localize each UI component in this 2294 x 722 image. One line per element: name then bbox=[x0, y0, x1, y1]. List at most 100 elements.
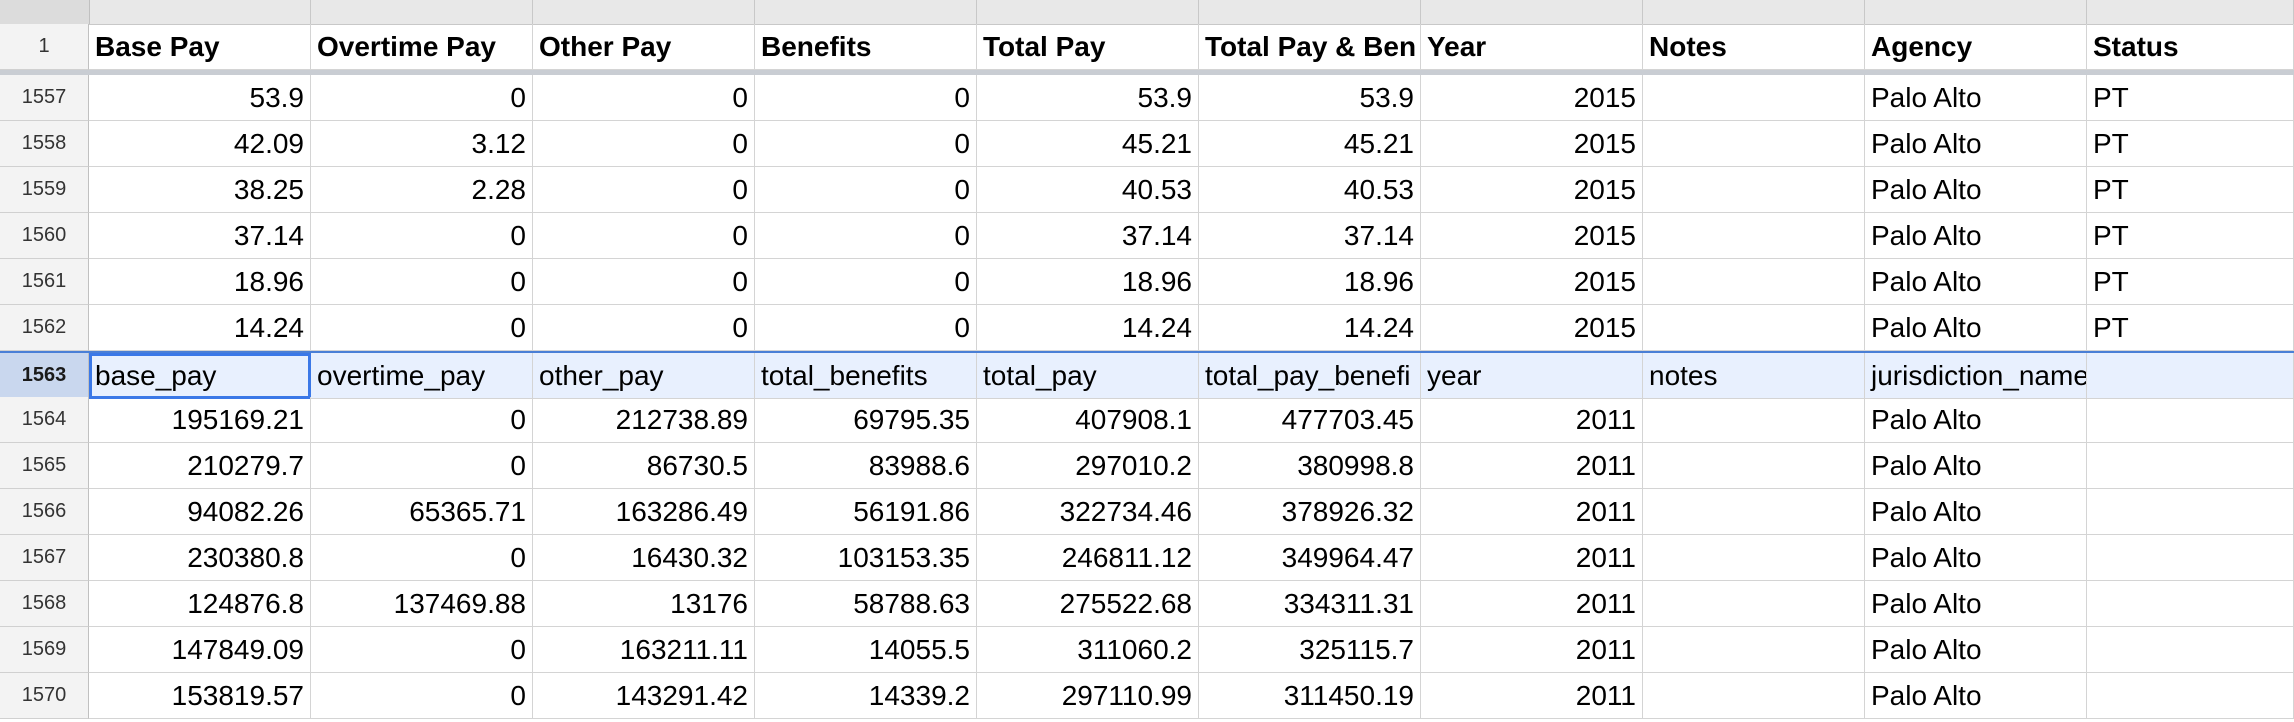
table-cell[interactable]: 0 bbox=[533, 167, 755, 213]
table-cell[interactable]: PT bbox=[2087, 213, 2294, 259]
row-number[interactable]: 1560 bbox=[0, 213, 89, 259]
table-row[interactable]: 1566 94082.26 65365.71 163286.49 56191.86 322… bbox=[0, 489, 2294, 535]
table-cell[interactable]: 2015 bbox=[1421, 305, 1643, 351]
table-cell[interactable]: 0 bbox=[311, 443, 533, 489]
table-cell[interactable]: 325115.7 bbox=[1199, 627, 1421, 673]
table-cell[interactable]: 137469.88 bbox=[311, 581, 533, 627]
table-cell[interactable]: 153819.57 bbox=[89, 673, 311, 719]
table-cell[interactable]: 37.14 bbox=[977, 213, 1199, 259]
table-cell[interactable]: 2015 bbox=[1421, 75, 1643, 121]
table-cell[interactable]: PT bbox=[2087, 305, 2294, 351]
table-cell[interactable]: 45.21 bbox=[977, 121, 1199, 167]
row-number[interactable]: 1 bbox=[0, 24, 89, 70]
table-cell[interactable]: 349964.47 bbox=[1199, 535, 1421, 581]
column-letter-cell[interactable] bbox=[1643, 0, 1865, 24]
table-cell[interactable]: 0 bbox=[755, 259, 977, 305]
table-cell[interactable] bbox=[2087, 673, 2294, 719]
table-cell[interactable]: 103153.35 bbox=[755, 535, 977, 581]
column-letter-cell[interactable] bbox=[311, 0, 533, 24]
table-cell[interactable] bbox=[2087, 535, 2294, 581]
column-header-cell[interactable]: Year bbox=[1421, 24, 1643, 70]
column-letter-cell[interactable] bbox=[1199, 0, 1421, 24]
table-cell[interactable]: 124876.8 bbox=[89, 581, 311, 627]
row-number[interactable]: 1565 bbox=[0, 443, 89, 489]
table-cell[interactable]: 0 bbox=[533, 75, 755, 121]
table-cell[interactable]: Palo Alto bbox=[1865, 75, 2087, 121]
column-letter-cell[interactable] bbox=[89, 0, 311, 24]
table-cell[interactable]: 407908.1 bbox=[977, 397, 1199, 443]
table-cell[interactable]: Palo Alto bbox=[1865, 581, 2087, 627]
row-number[interactable]: 1558 bbox=[0, 121, 89, 167]
header-row[interactable]: 1 Base Pay Overtime Pay Other Pay Benefits To… bbox=[0, 24, 2294, 70]
table-row[interactable]: 1558 42.09 3.12 0 0 45.21 45.21 2015 Palo Alto PT bbox=[0, 121, 2294, 167]
table-cell[interactable]: 0 bbox=[311, 213, 533, 259]
table-cell[interactable] bbox=[1643, 121, 1865, 167]
column-header-cell[interactable]: Status bbox=[2087, 24, 2294, 70]
table-cell[interactable]: 212738.89 bbox=[533, 397, 755, 443]
table-cell[interactable]: Palo Alto bbox=[1865, 167, 2087, 213]
table-cell[interactable]: Palo Alto bbox=[1865, 305, 2087, 351]
table-cell[interactable]: total_pay_benefi bbox=[1199, 353, 1421, 399]
table-cell[interactable]: Palo Alto bbox=[1865, 489, 2087, 535]
table-cell[interactable]: 2015 bbox=[1421, 121, 1643, 167]
table-cell[interactable] bbox=[2087, 489, 2294, 535]
table-cell[interactable] bbox=[1643, 75, 1865, 121]
column-header-cell[interactable]: Other Pay bbox=[533, 24, 755, 70]
table-row[interactable]: 1567 230380.8 0 16430.32 103153.35 246811.12 3… bbox=[0, 535, 2294, 581]
table-cell[interactable]: 0 bbox=[755, 75, 977, 121]
row-number[interactable]: 1566 bbox=[0, 489, 89, 535]
table-cell[interactable]: 0 bbox=[755, 213, 977, 259]
column-letter-cell[interactable] bbox=[977, 0, 1199, 24]
table-cell[interactable]: 2011 bbox=[1421, 443, 1643, 489]
table-cell[interactable]: 378926.32 bbox=[1199, 489, 1421, 535]
table-cell[interactable]: PT bbox=[2087, 75, 2294, 121]
table-cell[interactable]: 210279.7 bbox=[89, 443, 311, 489]
column-letter-cell[interactable] bbox=[1865, 0, 2087, 24]
table-cell[interactable]: 2.28 bbox=[311, 167, 533, 213]
table-cell[interactable]: 2011 bbox=[1421, 535, 1643, 581]
table-cell[interactable]: 86730.5 bbox=[533, 443, 755, 489]
table-cell[interactable]: 2011 bbox=[1421, 581, 1643, 627]
table-cell[interactable]: 2011 bbox=[1421, 397, 1643, 443]
table-cell[interactable]: 14339.2 bbox=[755, 673, 977, 719]
frozen-row-divider[interactable] bbox=[0, 70, 2294, 75]
table-cell[interactable] bbox=[2087, 581, 2294, 627]
table-row[interactable]: 1565 210279.7 0 86730.5 83988.6 297010.2 38099… bbox=[0, 443, 2294, 489]
column-header-cell[interactable]: Base Pay bbox=[89, 24, 311, 70]
table-cell[interactable]: 2011 bbox=[1421, 673, 1643, 719]
table-cell[interactable]: total_pay bbox=[977, 353, 1199, 399]
table-row[interactable]: 1562 14.24 0 0 0 14.24 14.24 2015 Palo Alto PT bbox=[0, 305, 2294, 351]
table-cell[interactable]: 0 bbox=[533, 259, 755, 305]
table-cell[interactable]: PT bbox=[2087, 259, 2294, 305]
table-row[interactable]: 1557 53.9 0 0 0 53.9 53.9 2015 Palo Alto PT bbox=[0, 75, 2294, 121]
table-row[interactable]: 1568 124876.8 137469.88 13176 58788.63 275522… bbox=[0, 581, 2294, 627]
table-cell[interactable] bbox=[1643, 581, 1865, 627]
table-cell[interactable]: 2011 bbox=[1421, 489, 1643, 535]
table-cell[interactable] bbox=[1643, 627, 1865, 673]
table-cell[interactable]: other_pay bbox=[533, 353, 755, 399]
row-number[interactable]: 1559 bbox=[0, 167, 89, 213]
table-cell[interactable]: 0 bbox=[311, 397, 533, 443]
column-header-cell[interactable]: Benefits bbox=[755, 24, 977, 70]
table-cell[interactable]: 37.14 bbox=[1199, 213, 1421, 259]
table-row[interactable]: 1561 18.96 0 0 0 18.96 18.96 2015 Palo Alto PT bbox=[0, 259, 2294, 305]
column-letter-header[interactable] bbox=[0, 0, 2294, 25]
table-cell[interactable]: Palo Alto bbox=[1865, 259, 2087, 305]
table-cell[interactable]: 53.9 bbox=[977, 75, 1199, 121]
table-row[interactable]: 1570 153819.57 0 143291.42 14339.2 297110.99 3… bbox=[0, 673, 2294, 719]
table-cell[interactable]: 0 bbox=[533, 213, 755, 259]
table-cell[interactable] bbox=[2087, 397, 2294, 443]
table-cell[interactable]: 83988.6 bbox=[755, 443, 977, 489]
table-cell[interactable]: 322734.46 bbox=[977, 489, 1199, 535]
column-letter-cell[interactable] bbox=[2087, 0, 2294, 24]
column-header-cell[interactable]: Total Pay & Ben bbox=[1199, 24, 1421, 70]
table-cell[interactable]: 2011 bbox=[1421, 627, 1643, 673]
table-cell[interactable] bbox=[1643, 489, 1865, 535]
table-row[interactable]: 1563 base_pay overtime_pay other_pay total_b… bbox=[0, 351, 2294, 399]
table-cell[interactable]: year bbox=[1421, 353, 1643, 399]
table-cell[interactable]: Palo Alto bbox=[1865, 535, 2087, 581]
table-cell[interactable]: base_pay bbox=[89, 353, 311, 399]
table-cell[interactable]: jurisdiction_name bbox=[1865, 353, 2087, 399]
row-number[interactable]: 1570 bbox=[0, 673, 89, 719]
table-cell[interactable]: overtime_pay bbox=[311, 353, 533, 399]
